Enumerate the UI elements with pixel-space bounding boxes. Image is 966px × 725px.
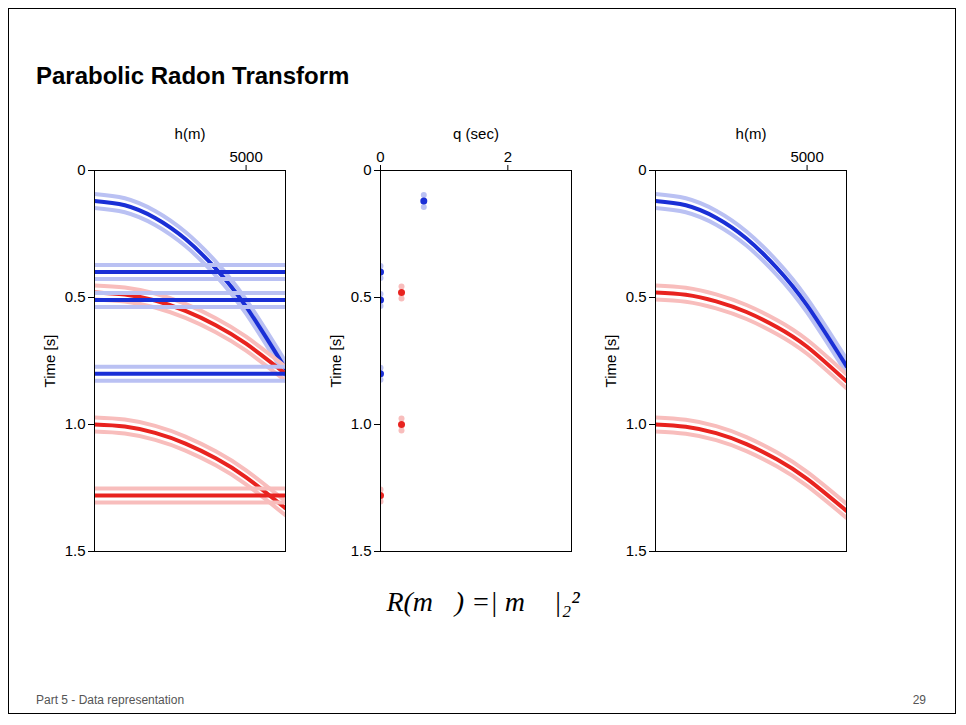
svg-text:0: 0 xyxy=(638,161,646,178)
svg-text:Time [s]: Time [s] xyxy=(327,335,344,388)
svg-text:0.5: 0.5 xyxy=(65,288,86,305)
svg-text:1.5: 1.5 xyxy=(351,542,372,559)
svg-text:h(m): h(m) xyxy=(175,125,206,142)
svg-text:Time [s]: Time [s] xyxy=(41,335,58,388)
svg-text:0.5: 0.5 xyxy=(351,288,372,305)
svg-text:Time [s]: Time [s] xyxy=(602,335,619,388)
svg-text:5000: 5000 xyxy=(790,148,823,165)
svg-text:0: 0 xyxy=(363,161,371,178)
html-text:R(m⃗) =| m⃗ |₂²: R(m⃗) =| m⃗ |₂² xyxy=(386,586,580,617)
svg-text:0: 0 xyxy=(376,148,384,165)
svg-text:h(m): h(m) xyxy=(736,125,767,142)
svg-text:1.5: 1.5 xyxy=(626,542,647,559)
html-text:Parabolic Radon Transform: Parabolic Radon Transform xyxy=(36,62,350,89)
svg-text:1.5: 1.5 xyxy=(65,542,86,559)
svg-text:0: 0 xyxy=(77,161,85,178)
html-text:Part 5 - Data representation: Part 5 - Data representation xyxy=(36,693,185,707)
svg-text:1.0: 1.0 xyxy=(65,415,86,432)
svg-text:5000: 5000 xyxy=(229,148,262,165)
svg-text:1.0: 1.0 xyxy=(626,415,647,432)
svg-text:1.0: 1.0 xyxy=(351,415,372,432)
html-text:29: 29 xyxy=(912,693,926,707)
svg-text:q (sec): q (sec) xyxy=(453,125,499,142)
svg-text:0.5: 0.5 xyxy=(626,288,647,305)
svg-text:2: 2 xyxy=(504,148,512,165)
